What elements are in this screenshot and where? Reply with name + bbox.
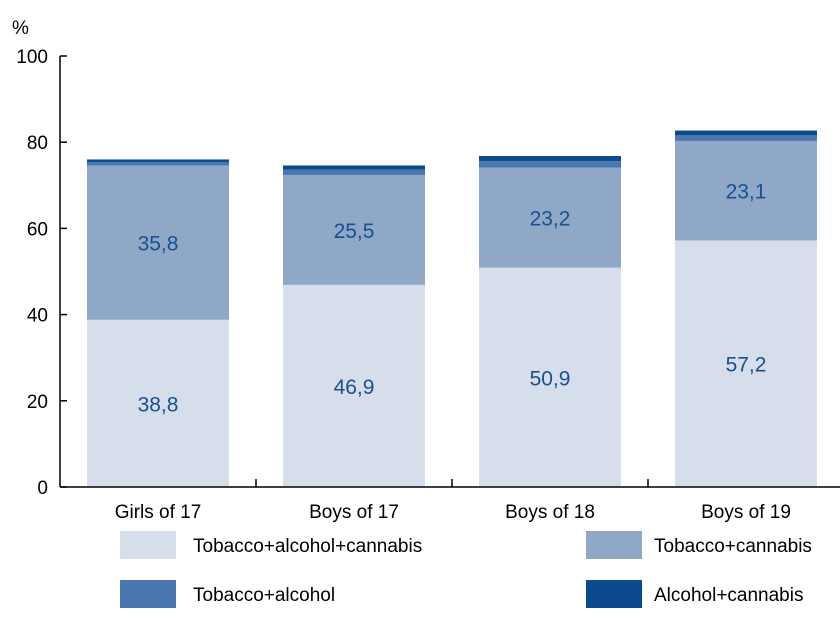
legend-label: Tobacco+alcohol <box>193 585 335 606</box>
bar-segment <box>283 169 425 175</box>
bar-segment <box>87 319 229 487</box>
y-axis: 0 20 40 60 80 100 <box>16 47 67 499</box>
bar-segment <box>283 174 425 285</box>
legend-swatch <box>120 531 176 559</box>
legend-label: Tobacco+alcohol+cannabis <box>193 536 422 557</box>
bar-segment <box>675 140 817 241</box>
bar-segment <box>675 135 817 141</box>
bar-segment <box>479 267 621 487</box>
category-label: Boys of 17 <box>309 502 399 523</box>
bar-segment <box>479 161 621 168</box>
category-label: Girls of 17 <box>115 502 202 523</box>
bar-segment <box>283 165 425 170</box>
y-tick-label: 40 <box>27 306 48 327</box>
data-label: 57,2 <box>726 354 767 377</box>
bar-segment <box>87 159 229 163</box>
data-label: 23,1 <box>726 181 767 204</box>
bars: 38,8 35,8 46,9 25,5 50,9 23,2 57,2 23,1 <box>87 130 817 487</box>
legend-swatch <box>586 580 642 608</box>
bar-segment <box>675 130 817 136</box>
x-axis: Girls of 17 Boys of 17 Boys of 18 Boys of 1… <box>60 479 840 523</box>
data-label: 23,2 <box>530 208 571 231</box>
y-tick-label: 60 <box>27 219 48 240</box>
bar-segment <box>675 240 817 487</box>
data-label: 46,9 <box>334 376 375 399</box>
legend-swatch <box>586 531 642 559</box>
legend-swatch <box>120 580 176 608</box>
bar-segment <box>479 167 621 268</box>
bar-segment <box>87 165 229 320</box>
category-label: Boys of 18 <box>505 502 595 523</box>
data-label: 35,8 <box>138 233 179 256</box>
y-tick-label: 0 <box>37 478 48 499</box>
bar-segment <box>87 162 229 166</box>
legend-label: Alcohol+cannabis <box>654 585 803 606</box>
y-unit-label: % <box>12 18 29 39</box>
legend-label: Tobacco+cannabis <box>654 536 812 557</box>
bar-segment <box>479 155 621 162</box>
y-tick-label: 80 <box>27 133 48 154</box>
category-label: Boys of 19 <box>701 502 791 523</box>
legend: Tobacco+alcohol+cannabis Tobacco+cannabis… <box>120 531 812 608</box>
data-label: 38,8 <box>138 393 179 416</box>
y-tick-label: 20 <box>27 392 48 413</box>
data-label: 50,9 <box>530 367 571 390</box>
y-tick-label: 100 <box>16 47 48 68</box>
bar-segment <box>283 284 425 487</box>
data-label: 25,5 <box>334 220 375 243</box>
